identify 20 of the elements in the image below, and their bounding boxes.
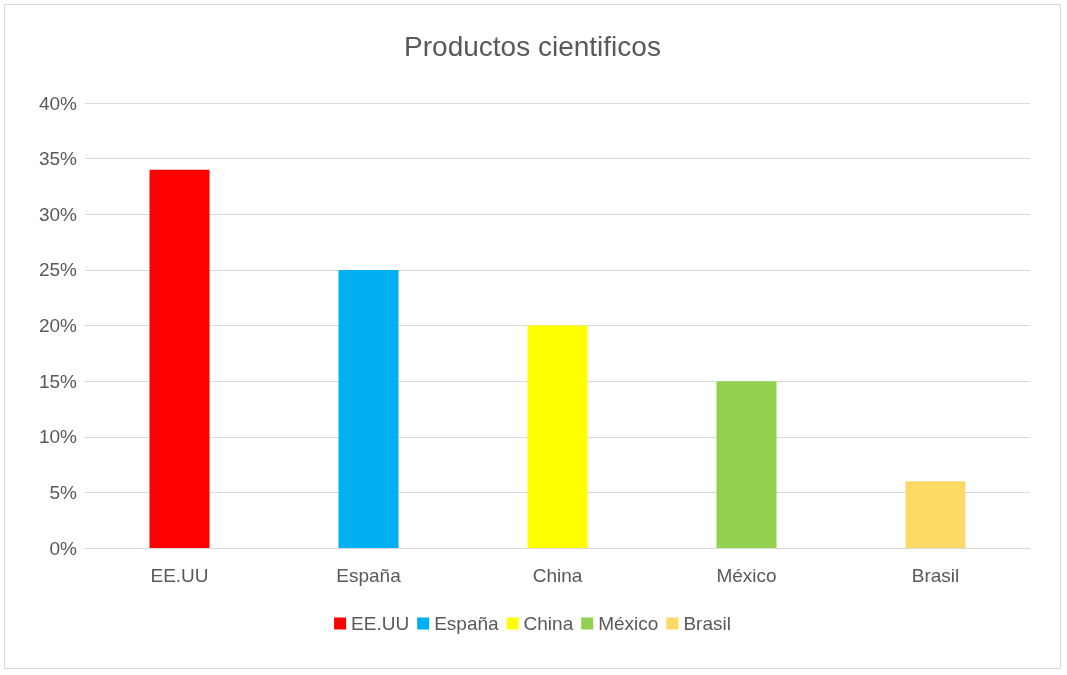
legend-label: España xyxy=(434,613,500,634)
legend-label: EE.UU xyxy=(351,613,410,634)
y-tick-label: 0% xyxy=(49,537,78,559)
chart-title: Productos cientificos xyxy=(404,30,661,62)
y-tick-label: 5% xyxy=(49,481,78,503)
x-tick-label: China xyxy=(532,565,583,586)
y-tick-label: 40% xyxy=(38,92,78,114)
y-tick-label: 20% xyxy=(38,315,78,336)
y-tick-label: 15% xyxy=(38,370,78,392)
y-tick-label: 25% xyxy=(38,259,78,281)
x-tick-label: España xyxy=(336,565,402,586)
y-tick-label: 35% xyxy=(38,148,78,170)
x-tick-label: EE.UU xyxy=(150,565,209,586)
legend-label: Brasil xyxy=(683,613,731,634)
y-tick-label: 30% xyxy=(38,203,78,225)
legend-label: México xyxy=(598,613,659,634)
legend-label: China xyxy=(523,613,574,634)
y-tick-label: 10% xyxy=(38,426,78,448)
x-tick-label: México xyxy=(716,565,777,586)
x-tick-label: Brasil xyxy=(911,565,960,586)
